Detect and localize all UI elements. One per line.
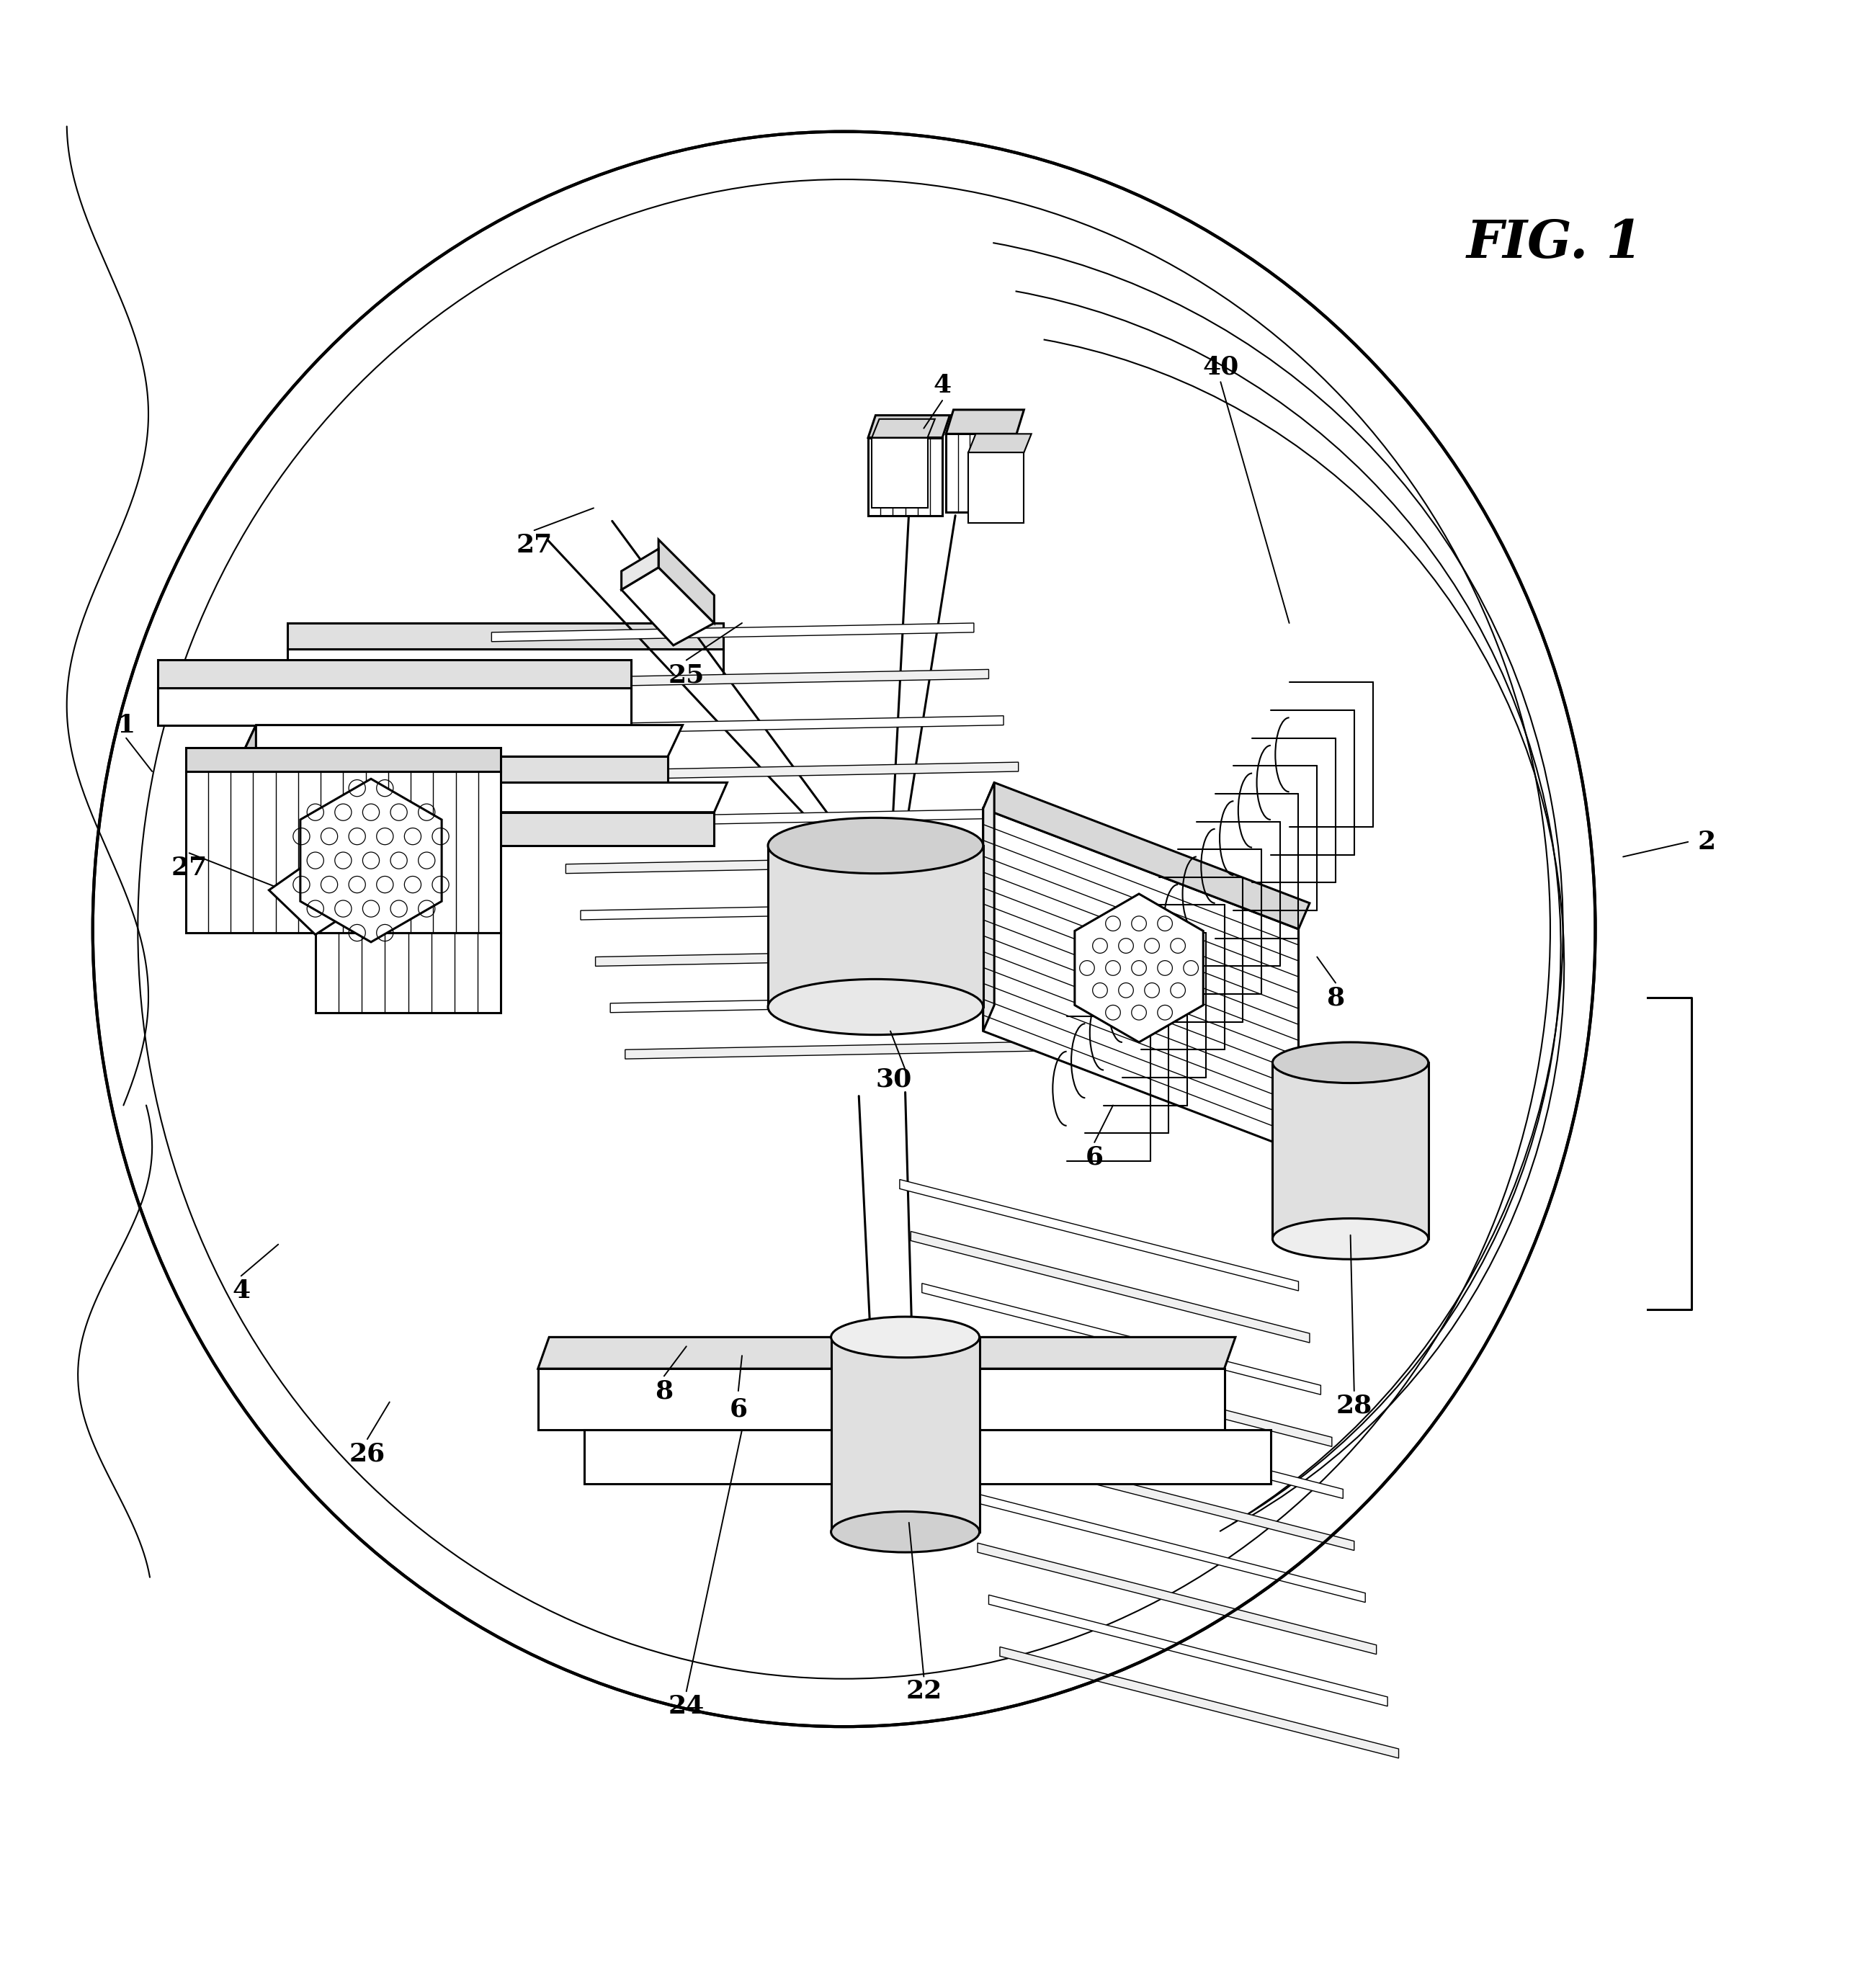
Polygon shape: [768, 845, 983, 1008]
Polygon shape: [955, 1439, 1354, 1551]
Text: 6: 6: [1085, 1145, 1104, 1169]
Polygon shape: [621, 567, 714, 646]
Polygon shape: [659, 539, 714, 622]
Polygon shape: [968, 433, 1031, 453]
Polygon shape: [983, 783, 1310, 928]
Polygon shape: [538, 1368, 1224, 1429]
Text: 22: 22: [905, 1680, 942, 1704]
Polygon shape: [186, 747, 501, 771]
Polygon shape: [978, 1543, 1376, 1654]
Polygon shape: [1273, 1064, 1428, 1239]
Ellipse shape: [1273, 1042, 1428, 1083]
Text: 8: 8: [1326, 986, 1345, 1010]
Text: 40: 40: [1202, 354, 1239, 380]
Text: 28: 28: [1336, 1394, 1373, 1417]
Polygon shape: [158, 660, 631, 688]
Polygon shape: [186, 771, 501, 932]
Polygon shape: [946, 433, 1017, 511]
Text: 27: 27: [516, 533, 553, 557]
Text: 4: 4: [933, 374, 952, 398]
Text: 25: 25: [668, 662, 705, 688]
Ellipse shape: [1273, 1219, 1428, 1258]
Ellipse shape: [768, 980, 983, 1036]
Text: 1: 1: [117, 714, 135, 738]
Polygon shape: [241, 726, 683, 757]
Polygon shape: [911, 1231, 1310, 1342]
Polygon shape: [966, 1491, 1365, 1602]
Polygon shape: [241, 757, 668, 789]
Text: 30: 30: [876, 1068, 913, 1091]
Ellipse shape: [831, 1316, 979, 1358]
Polygon shape: [306, 841, 352, 911]
Ellipse shape: [93, 131, 1595, 1728]
Polygon shape: [621, 549, 659, 590]
Polygon shape: [492, 622, 974, 642]
Polygon shape: [301, 779, 441, 942]
Polygon shape: [581, 901, 1063, 920]
Ellipse shape: [768, 817, 983, 873]
Polygon shape: [551, 809, 1033, 827]
Text: 6: 6: [729, 1398, 748, 1421]
Polygon shape: [946, 410, 1024, 433]
Polygon shape: [538, 1338, 1235, 1368]
Polygon shape: [269, 865, 352, 934]
Text: 24: 24: [668, 1694, 705, 1718]
Polygon shape: [536, 761, 1018, 781]
Polygon shape: [872, 419, 935, 437]
Polygon shape: [989, 1594, 1388, 1706]
Polygon shape: [831, 1338, 979, 1533]
Polygon shape: [872, 437, 928, 509]
Ellipse shape: [831, 1511, 979, 1553]
Polygon shape: [566, 855, 1048, 873]
Text: 8: 8: [655, 1378, 673, 1404]
Polygon shape: [1074, 895, 1204, 1042]
Polygon shape: [595, 948, 1078, 966]
Polygon shape: [158, 688, 631, 726]
Polygon shape: [983, 783, 994, 1032]
Text: 26: 26: [349, 1441, 386, 1467]
Text: 2: 2: [1697, 829, 1716, 855]
Polygon shape: [922, 1284, 1321, 1396]
Polygon shape: [315, 932, 501, 1012]
Polygon shape: [278, 813, 714, 845]
Polygon shape: [944, 1388, 1343, 1499]
Polygon shape: [1000, 1646, 1399, 1757]
Polygon shape: [968, 453, 1024, 523]
Polygon shape: [584, 1429, 1271, 1483]
Polygon shape: [288, 622, 723, 648]
Polygon shape: [278, 783, 727, 813]
Polygon shape: [868, 415, 950, 437]
Polygon shape: [868, 437, 942, 515]
Polygon shape: [900, 1179, 1298, 1290]
Polygon shape: [241, 726, 256, 789]
Polygon shape: [521, 716, 1004, 734]
Text: 4: 4: [232, 1278, 250, 1302]
Polygon shape: [506, 670, 989, 688]
Polygon shape: [288, 648, 723, 682]
Text: FIG. 1: FIG. 1: [1465, 217, 1644, 268]
Polygon shape: [933, 1336, 1332, 1447]
Polygon shape: [983, 809, 1298, 1151]
Text: 27: 27: [171, 855, 208, 881]
Polygon shape: [625, 1040, 1107, 1060]
Polygon shape: [610, 994, 1093, 1012]
